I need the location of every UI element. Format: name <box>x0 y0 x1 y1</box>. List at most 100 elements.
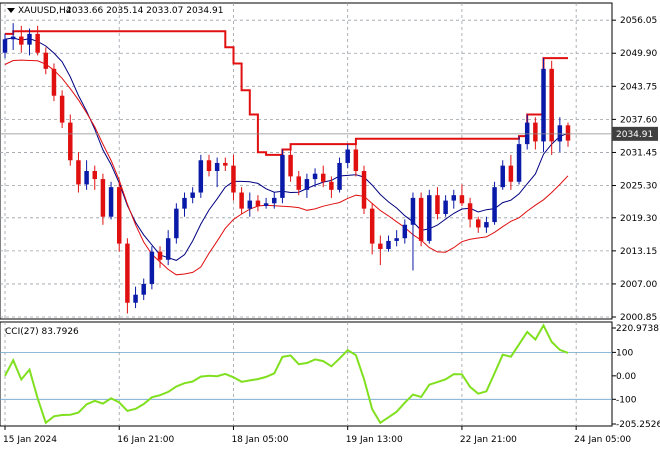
price-tick-label: 2000.85 <box>620 313 657 323</box>
candle-body <box>51 68 57 96</box>
candle <box>533 117 538 150</box>
candle-body <box>361 171 367 209</box>
candle-body <box>247 200 253 209</box>
candle <box>304 173 310 198</box>
time-tick-label: 16 Jan 21:00 <box>117 435 174 445</box>
candle <box>116 181 122 252</box>
candle-body <box>10 36 16 40</box>
candle <box>125 238 130 314</box>
candle <box>500 160 505 190</box>
candle <box>427 189 432 244</box>
price-pane-frame <box>0 2 613 320</box>
candle <box>410 192 416 271</box>
candle <box>418 192 424 247</box>
candle-body <box>68 122 73 161</box>
candle-body <box>312 173 318 180</box>
cci-tick-label: -100 <box>616 395 637 405</box>
candle-body <box>533 122 538 142</box>
candle <box>386 235 391 252</box>
candle <box>108 181 114 220</box>
candle-body <box>141 283 146 295</box>
candle-body <box>378 243 383 249</box>
candle <box>549 60 554 155</box>
candle <box>337 157 342 193</box>
candle <box>467 197 473 228</box>
candle <box>149 246 155 290</box>
chart-ohlc: 2033.66 2035.14 2033.07 2034.91 <box>66 6 223 16</box>
candle <box>59 90 65 128</box>
candle <box>165 230 171 266</box>
cci-tick-label: -205.2526 <box>616 420 660 430</box>
candle-body <box>386 240 391 249</box>
candle <box>19 25 24 53</box>
collapse-triangle-icon[interactable] <box>7 8 15 13</box>
candle <box>76 152 81 193</box>
candle <box>296 171 301 196</box>
candle-body <box>418 197 424 241</box>
price-tick-label: 2049.90 <box>620 49 657 59</box>
price-tick-label: 2019.30 <box>620 214 657 224</box>
candle-body <box>549 68 554 142</box>
price-tick-label: 2031.45 <box>620 148 657 158</box>
candle-body <box>2 39 8 53</box>
candle <box>174 203 179 244</box>
candle <box>524 114 530 150</box>
candle <box>100 173 106 225</box>
candle-body <box>304 179 310 190</box>
price-tick-label: 2025.30 <box>620 182 657 192</box>
cci-axis: 220.9738 100 0.00 -100 -205.2526 <box>612 324 660 430</box>
candle <box>394 230 399 247</box>
candle-body <box>427 195 432 241</box>
price-tick-label: 2056.05 <box>620 16 657 26</box>
candle-body <box>443 200 448 215</box>
chart-symbol: XAUUSD,H4 <box>18 6 72 16</box>
candle-body <box>451 195 457 201</box>
candle <box>141 278 146 301</box>
candle-body <box>459 195 465 204</box>
candle <box>565 122 571 147</box>
current-price-label: 2034.91 <box>616 130 653 140</box>
candle-body <box>508 165 514 182</box>
cci-tick-label: 0.00 <box>616 372 636 382</box>
time-tick-label: 22 Jan 21:00 <box>460 435 517 445</box>
candle <box>231 154 236 201</box>
price-tick-label: 2007.00 <box>620 280 657 290</box>
candle-body <box>84 171 89 185</box>
candle <box>272 192 277 209</box>
candle-body <box>296 176 301 190</box>
candle <box>35 25 40 56</box>
time-tick-label: 19 Jan 13:00 <box>346 435 403 445</box>
candle <box>255 195 261 212</box>
price-grid <box>0 3 612 319</box>
price-tick-label: 2037.60 <box>620 115 657 125</box>
candle-body <box>19 36 24 45</box>
candle <box>92 165 97 190</box>
candle <box>329 176 334 198</box>
candle-body <box>288 154 293 177</box>
candle-body <box>92 171 97 180</box>
time-axis: 15 Jan 2024 16 Jan 21:00 18 Jan 05:00 19 Ja… <box>3 426 631 445</box>
candle <box>451 189 457 209</box>
candle-body <box>190 192 195 198</box>
candle-body <box>337 162 342 190</box>
cci-grid <box>0 322 612 426</box>
candle <box>84 160 89 190</box>
candle <box>27 28 32 56</box>
price-axis: 2056.05 2049.90 2043.75 2037.60 2031.45 2025.… <box>0 16 658 323</box>
candle-body <box>280 154 285 198</box>
candle <box>476 216 481 233</box>
candle <box>223 157 228 172</box>
candle-body <box>345 149 350 163</box>
candle <box>247 192 253 217</box>
candle-body <box>231 165 236 193</box>
candle-body <box>394 238 399 241</box>
candle <box>157 246 163 268</box>
candle <box>557 117 563 153</box>
cci-pane-frame <box>0 321 613 427</box>
candle-body <box>557 125 563 142</box>
candle <box>190 187 195 204</box>
candle-body <box>108 187 114 217</box>
candle <box>312 168 318 188</box>
candle-body <box>467 203 473 220</box>
candle <box>459 184 465 206</box>
